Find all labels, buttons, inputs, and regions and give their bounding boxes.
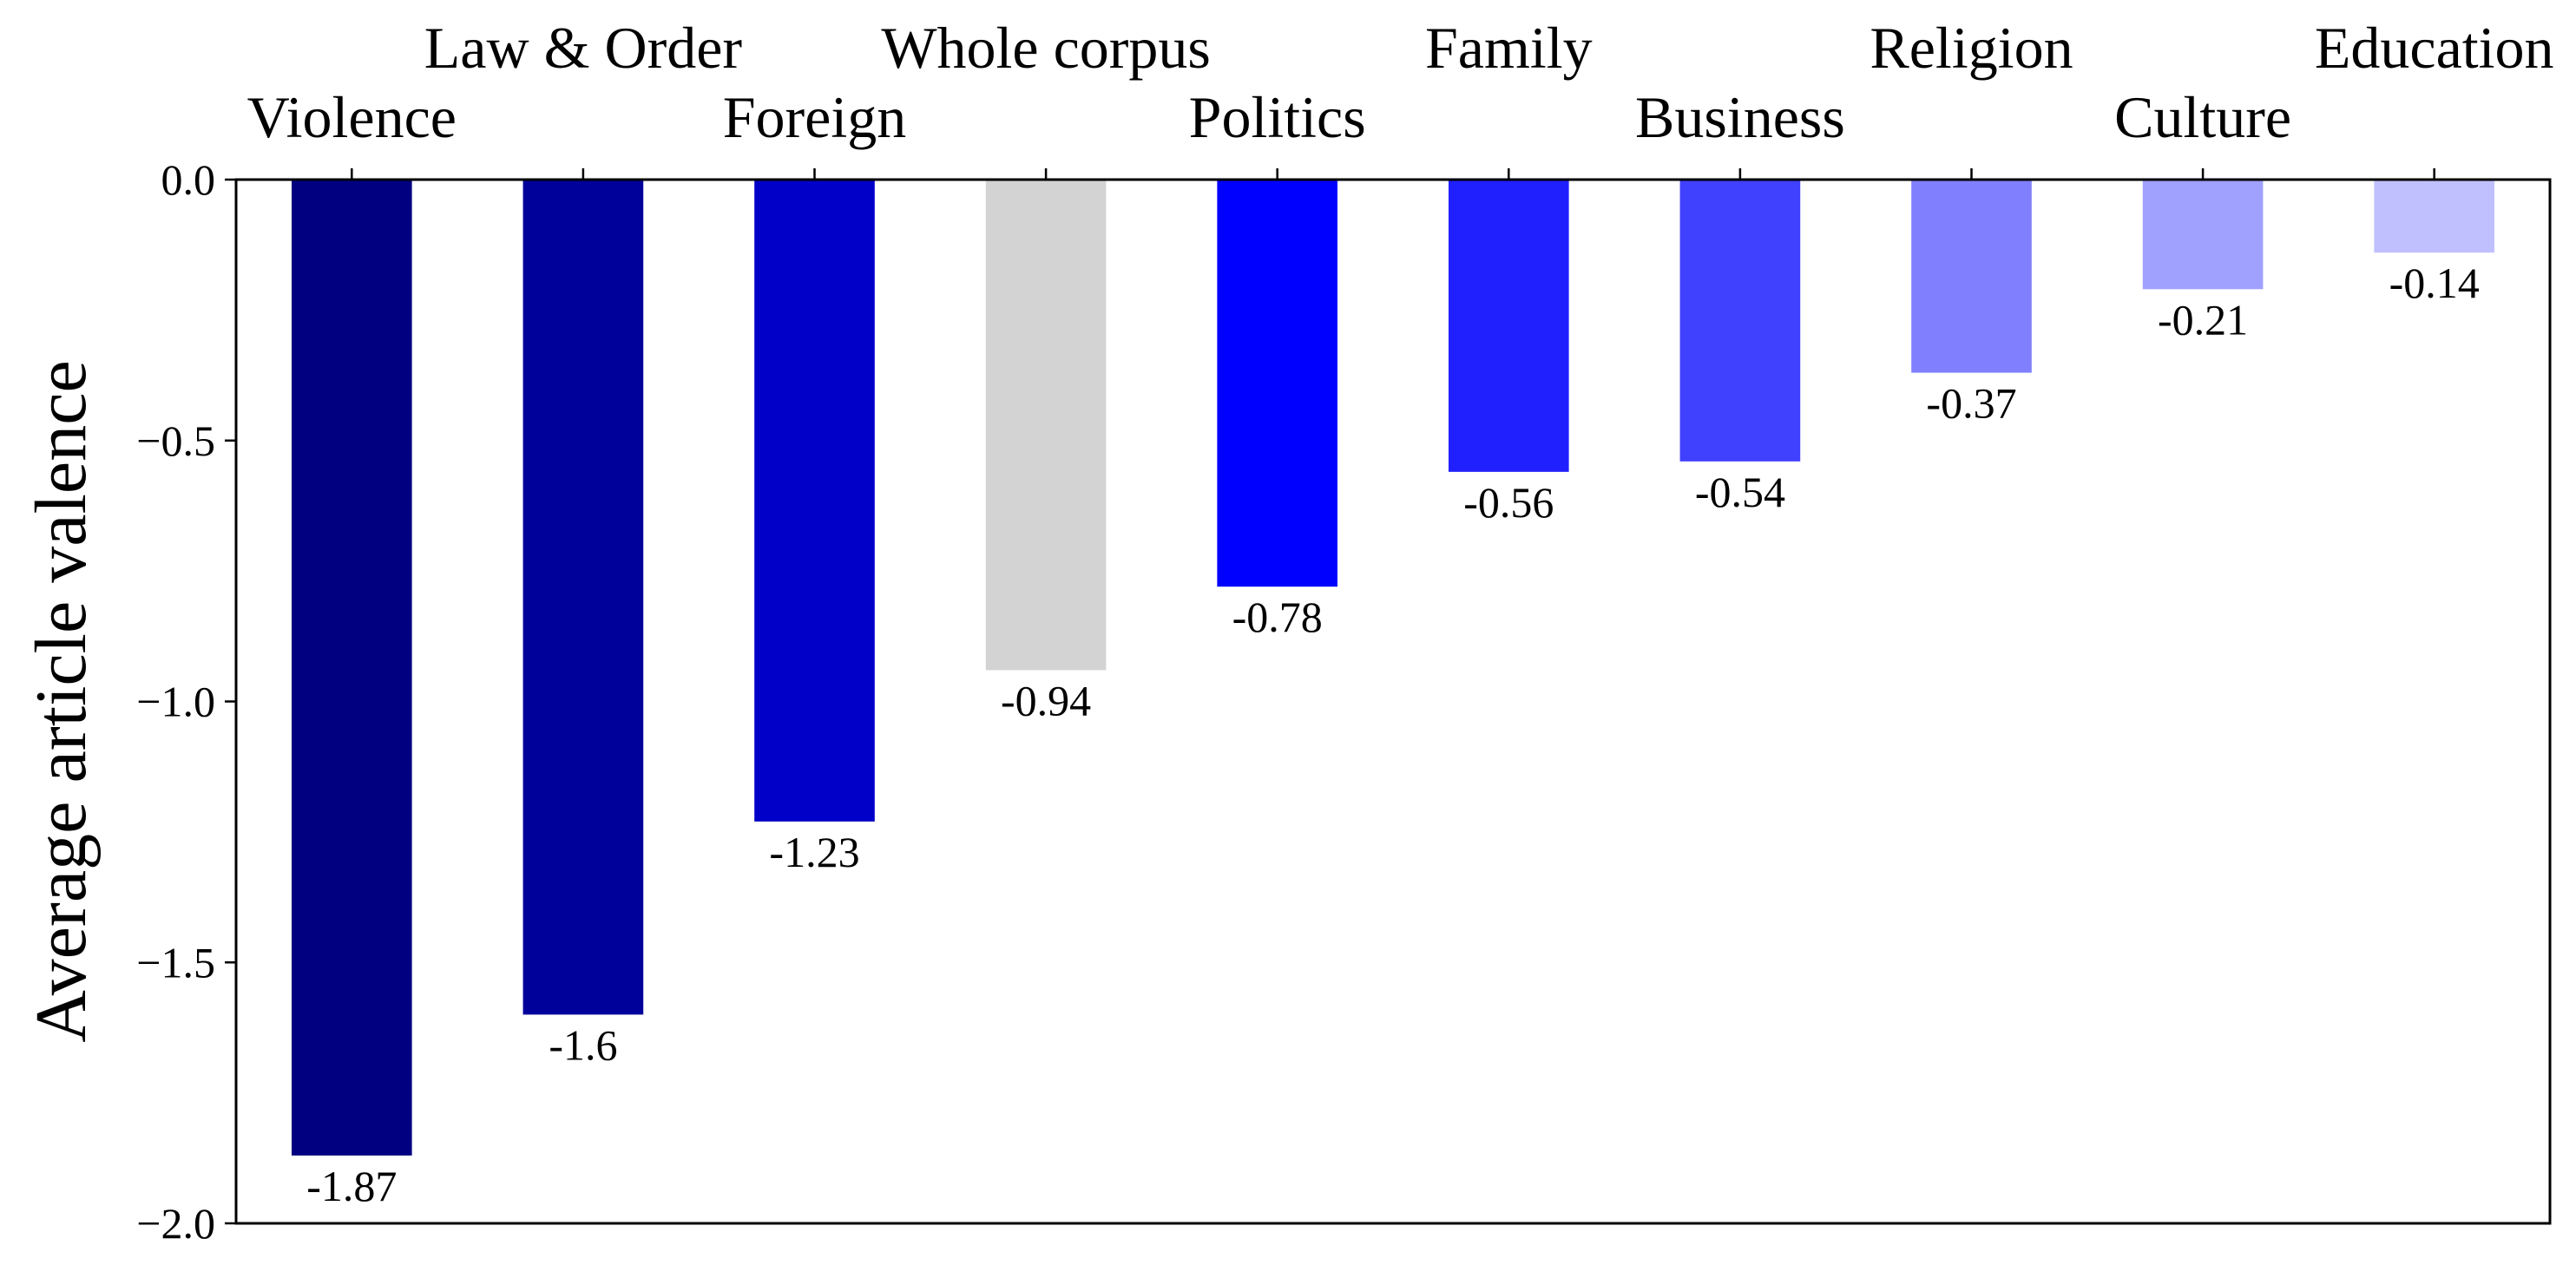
value-label-religion: -0.37 <box>1926 379 2016 428</box>
plot-frame <box>234 178 2552 1225</box>
x-tick-label-culture: Culture <box>2114 84 2291 150</box>
y-tick-label: −1.5 <box>136 938 215 986</box>
bar-politics <box>1217 180 1338 587</box>
x-tick-label-foreign: Foreign <box>723 84 907 150</box>
y-tick-label: −0.5 <box>136 416 215 465</box>
value-label-business: -0.54 <box>1695 468 1785 516</box>
x-tick-label-whole-corpus: Whole corpus <box>881 15 1211 81</box>
x-tick-label-family: Family <box>1425 15 1593 81</box>
y-axis: 0.0 −0.5 −1.0 −1.5 −2.0 <box>136 155 236 1248</box>
bar-religion <box>1911 180 2032 373</box>
y-tick-label: −2.0 <box>136 1199 215 1248</box>
bar-law-and-order <box>522 180 644 1015</box>
value-label-law-and-order: -1.6 <box>549 1020 617 1069</box>
value-label-education: -0.14 <box>2389 259 2480 307</box>
bar-culture <box>2142 180 2264 290</box>
value-label-politics: -0.78 <box>1232 593 1323 641</box>
x-tick-label-law-and-order: Law & Order <box>424 15 743 81</box>
value-label-culture: -0.21 <box>2158 295 2248 344</box>
x-tick-label-education: Education <box>2315 15 2554 81</box>
x-tick-label-violence: Violence <box>247 84 457 150</box>
x-tick-label-business: Business <box>1635 84 1845 150</box>
bar-family <box>1448 180 1569 472</box>
value-label-foreign: -1.23 <box>769 828 859 876</box>
y-tick-label: −1.0 <box>136 678 215 726</box>
bar-foreign <box>754 180 875 822</box>
value-label-whole-corpus: -0.94 <box>1001 676 1091 724</box>
y-axis-label: Average article valence <box>21 360 102 1043</box>
x-tick-label-religion: Religion <box>1870 15 2073 81</box>
bar-whole-corpus <box>985 180 1107 671</box>
bar-violence <box>291 180 412 1156</box>
bars-group <box>291 180 2495 1156</box>
value-label-violence: -1.87 <box>306 1162 397 1210</box>
value-label-family: -0.56 <box>1463 478 1554 527</box>
bar-business <box>1679 180 1801 462</box>
y-tick-label: 0.0 <box>161 155 216 204</box>
value-labels-group: -1.87 -1.6 -1.23 -0.94 -0.78 -0.56 -0.54 -0.37 -… <box>306 259 2480 1210</box>
x-tick-label-politics: Politics <box>1189 84 1366 150</box>
bar-education <box>2374 180 2495 253</box>
